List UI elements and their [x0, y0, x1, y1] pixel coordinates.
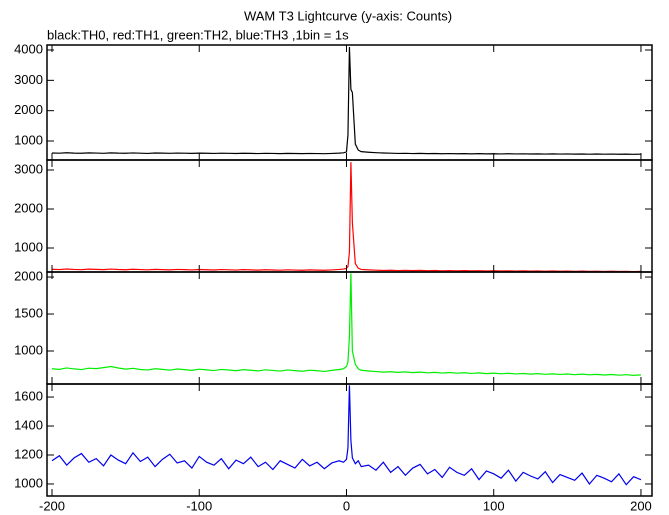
y-tick-label: 2000 — [14, 268, 43, 283]
panel-frame — [46, 383, 653, 497]
y-tick-label: 1600 — [14, 388, 43, 403]
y-tick-label: 1000 — [14, 342, 43, 357]
y-tick-label: 1200 — [14, 446, 43, 461]
light-curve — [51, 46, 641, 155]
y-tick-label: 3000 — [14, 72, 43, 87]
y-tick-label: 4000 — [14, 41, 43, 56]
x-tick-label: -100 — [186, 498, 212, 513]
x-tick-label: -200 — [39, 498, 65, 513]
x-tick-label: 100 — [483, 498, 505, 513]
y-tick-label: 1400 — [14, 417, 43, 432]
y-tick-label: 1500 — [14, 305, 43, 320]
x-tick-label: 200 — [630, 498, 652, 513]
y-tick-label: 1000 — [14, 475, 43, 490]
y-tick-label: 3000 — [14, 161, 43, 176]
light-curve — [51, 385, 642, 486]
y-tick-label: 2000 — [14, 200, 43, 215]
light-curve — [51, 273, 641, 376]
x-tick-label: 0 — [343, 498, 350, 513]
y-tick-label: 2000 — [14, 102, 43, 117]
y-tick-label: 1000 — [14, 239, 43, 254]
light-curve — [51, 162, 641, 273]
chart-subtitle: black:TH0, red:TH1, green:TH2, blue:TH3 … — [47, 27, 349, 42]
y-tick-label: 1000 — [14, 132, 43, 147]
chart-title: WAM T3 Lightcurve (y-axis: Counts) — [244, 8, 452, 23]
